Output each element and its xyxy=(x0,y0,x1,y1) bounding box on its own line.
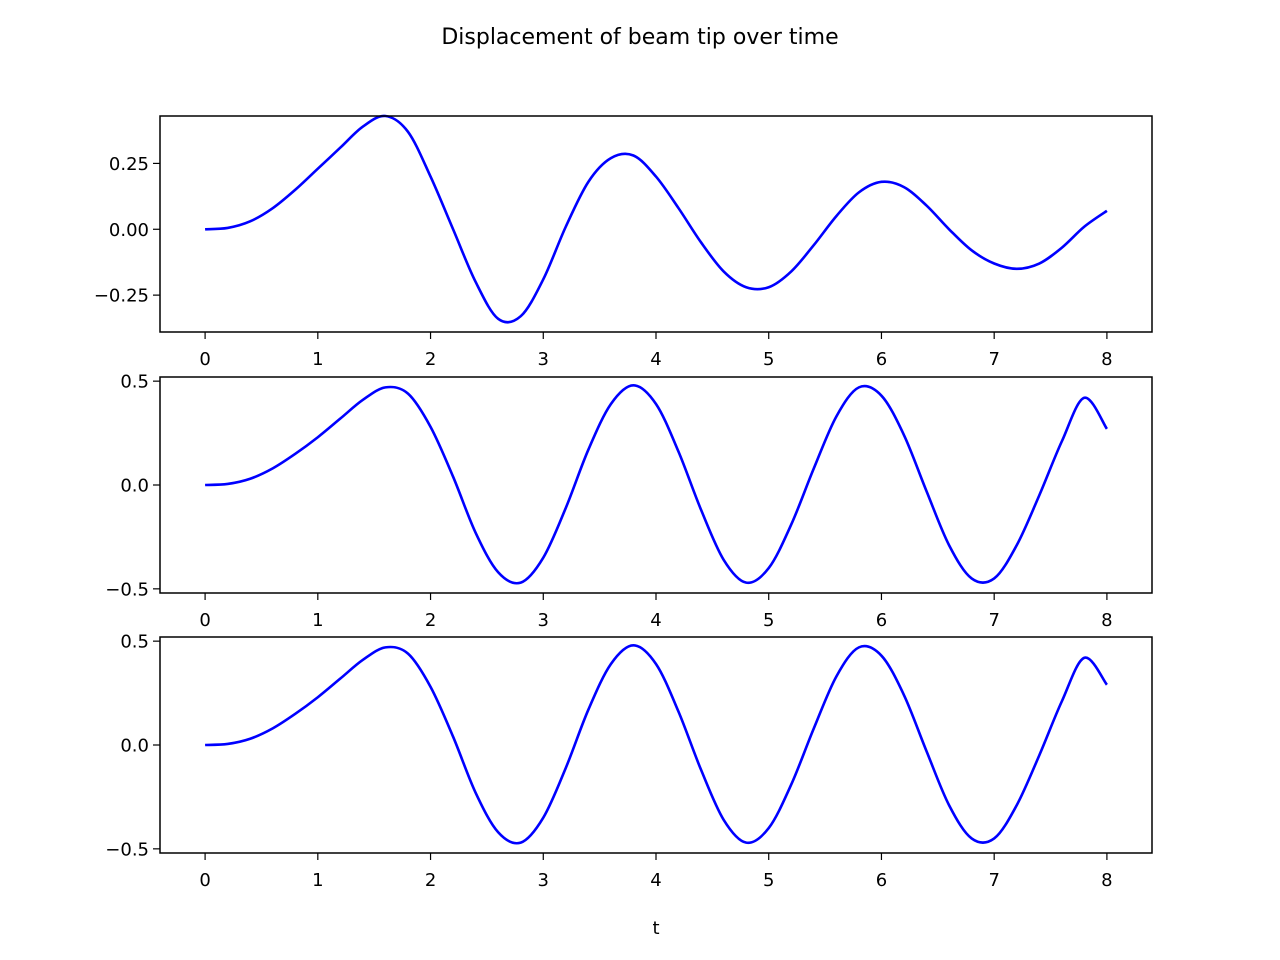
x-tick-label: 8 xyxy=(1101,870,1112,891)
subplot-3: 0.5 0.0 −0.5 0 1 2 3 4 5 6 7 8 xyxy=(105,632,1153,891)
x-tick-label: 4 xyxy=(650,349,661,370)
x-tick-label: 2 xyxy=(425,610,436,631)
x-tick-label: 5 xyxy=(763,610,774,631)
y-tick-label: −0.5 xyxy=(105,579,149,600)
y-tick-label: 0.25 xyxy=(109,154,149,175)
y-tick-label: 0.5 xyxy=(120,632,149,653)
x-tick-label: 8 xyxy=(1101,610,1112,631)
plot-frame xyxy=(159,376,1153,594)
x-tick-label: 7 xyxy=(988,870,999,891)
x-tick-label: 3 xyxy=(538,870,549,891)
y-tick-label: 0.00 xyxy=(109,220,149,241)
x-tick-label: 1 xyxy=(312,349,323,370)
x-tick-label: 6 xyxy=(876,610,887,631)
y-tick-label: 0.0 xyxy=(120,476,149,497)
x-tick-label: 5 xyxy=(763,349,774,370)
series-line xyxy=(205,384,1109,585)
x-tick-label: 6 xyxy=(876,349,887,370)
y-tick-label: 0.5 xyxy=(120,372,149,393)
x-tick-label: 0 xyxy=(199,610,210,631)
series-line xyxy=(205,114,1108,324)
x-tick-label: 3 xyxy=(538,349,549,370)
x-tick-label: 6 xyxy=(876,870,887,891)
x-axis-label: t xyxy=(652,918,659,939)
x-tick-label: 1 xyxy=(312,870,323,891)
x-tick-label: 1 xyxy=(312,610,323,631)
x-tick-label: 3 xyxy=(538,610,549,631)
series-line xyxy=(205,644,1108,845)
x-tick-label: 7 xyxy=(988,610,999,631)
y-tick-label: −0.25 xyxy=(94,286,149,307)
x-tick-label: 0 xyxy=(199,870,210,891)
y-tick-label: −0.5 xyxy=(105,839,149,860)
subplot-1: 0.25 0.00 −0.25 0 1 2 3 4 5 6 7 8 xyxy=(94,114,1153,370)
x-tick-label: 2 xyxy=(425,349,436,370)
x-tick-label: 4 xyxy=(650,610,661,631)
figure-title: Displacement of beam tip over time xyxy=(441,25,838,50)
plot-frame xyxy=(159,636,1153,854)
subplot-2: 0.5 0.0 −0.5 0 1 2 3 4 5 6 7 8 xyxy=(105,372,1153,631)
x-tick-label: 5 xyxy=(763,870,774,891)
x-tick-label: 2 xyxy=(425,870,436,891)
y-tick-label: 0.0 xyxy=(120,736,149,757)
x-tick-label: 0 xyxy=(199,349,210,370)
x-tick-label: 8 xyxy=(1101,349,1112,370)
x-tick-label: 4 xyxy=(650,870,661,891)
x-tick-label: 7 xyxy=(988,349,999,370)
plot-frame xyxy=(159,115,1153,333)
